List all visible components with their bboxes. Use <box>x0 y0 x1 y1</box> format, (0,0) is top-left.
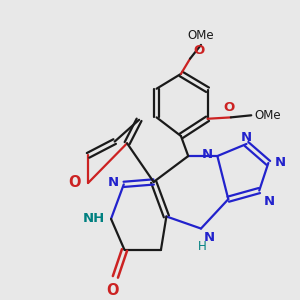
Text: N: N <box>108 176 119 189</box>
Text: H: H <box>198 240 207 253</box>
Text: O: O <box>68 176 81 190</box>
Text: NH: NH <box>83 212 105 225</box>
Text: N: N <box>241 131 252 144</box>
Text: N: N <box>274 157 285 169</box>
Text: N: N <box>264 195 275 208</box>
Text: O: O <box>224 101 235 115</box>
Text: N: N <box>204 231 215 244</box>
Text: O: O <box>106 283 119 298</box>
Text: O: O <box>193 44 204 57</box>
Text: N: N <box>202 148 213 161</box>
Text: OMe: OMe <box>188 29 214 42</box>
Text: OMe: OMe <box>254 109 281 122</box>
